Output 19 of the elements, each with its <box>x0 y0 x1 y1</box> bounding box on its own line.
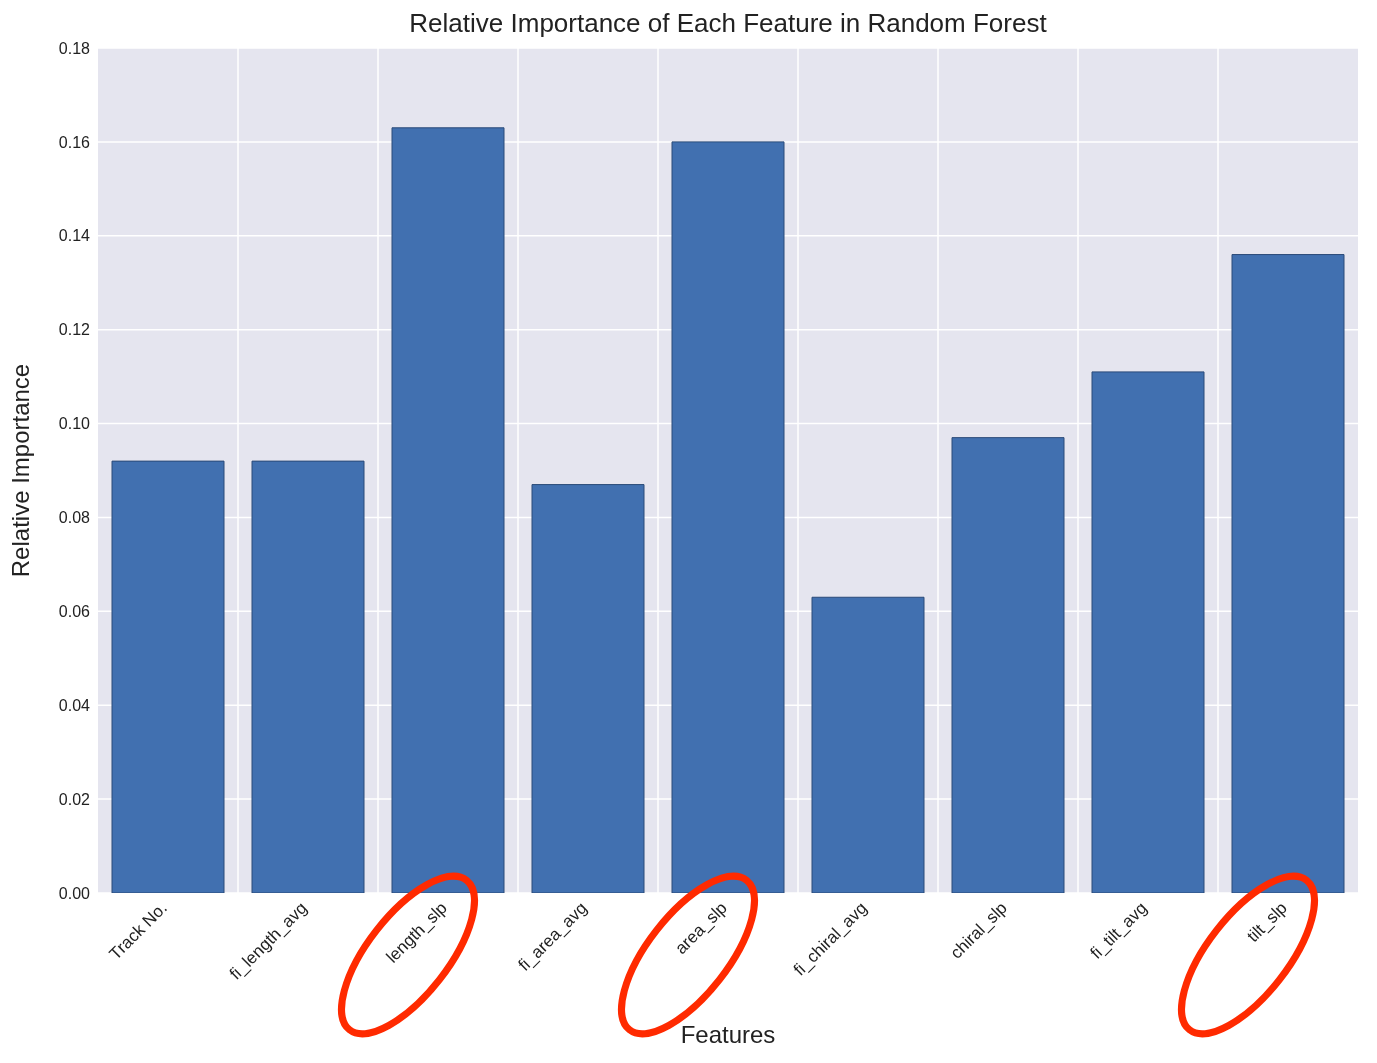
bar <box>111 460 225 893</box>
y-tick-label: 0.14 <box>58 227 91 245</box>
y-axis-title: Relative Importance <box>6 363 34 578</box>
y-tick-label: 0.08 <box>58 509 91 527</box>
bar <box>531 484 645 893</box>
bar <box>951 437 1065 893</box>
y-tick-label: 0.10 <box>58 415 91 433</box>
bar <box>251 460 365 893</box>
y-tick-label: 0.04 <box>58 696 91 714</box>
x-axis-title: Features <box>680 1021 776 1048</box>
bar <box>811 596 925 893</box>
chart-title: Relative Importance of Each Feature in Random Forest <box>408 8 1048 39</box>
y-tick-label: 0.06 <box>58 603 91 621</box>
y-tick-label: 0.00 <box>58 884 91 902</box>
bar <box>1091 371 1205 893</box>
y-tick-label: 0.16 <box>58 133 91 151</box>
y-tick-label: 0.18 <box>58 39 91 57</box>
y-tick-label: 0.12 <box>58 321 91 339</box>
y-tick-label: 0.02 <box>58 790 91 808</box>
